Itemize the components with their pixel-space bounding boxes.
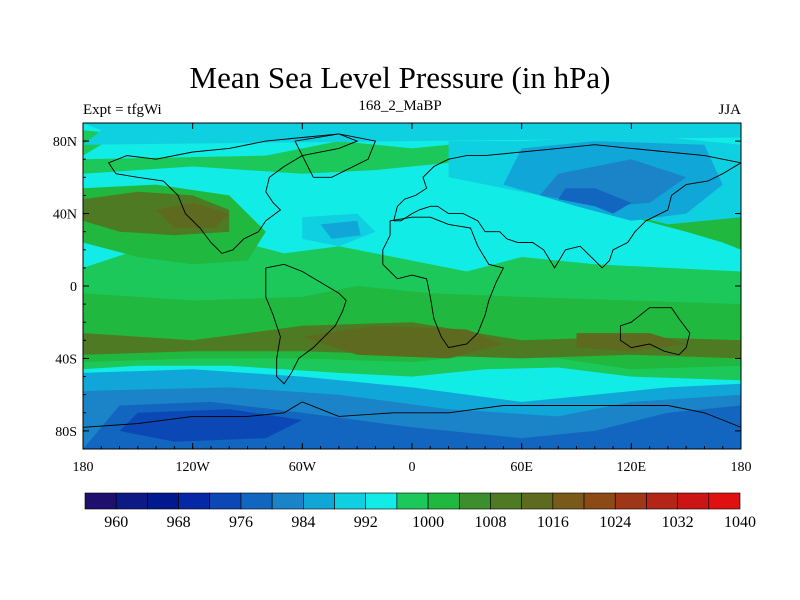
colorbar-box <box>115 492 148 510</box>
y-tick-label: 80S <box>55 425 77 440</box>
y-tick-label: 80N <box>53 135 77 150</box>
x-tick-label: 120E <box>617 460 647 475</box>
pressure-region-10 <box>576 333 687 352</box>
coastline-6 <box>83 401 303 428</box>
coastline-1 <box>265 263 347 385</box>
y-tick-label: 40N <box>53 208 77 223</box>
season-label: JJA <box>718 102 741 118</box>
coastline-layer <box>83 133 741 428</box>
pressure-region-8 <box>156 202 230 228</box>
colorbar-label: 984 <box>291 514 315 531</box>
colorbar-box <box>458 492 491 510</box>
x-tick-label: 0 <box>409 460 416 475</box>
pressure-region-16 <box>558 188 632 214</box>
colorbar-box <box>552 492 585 510</box>
colorbar-box <box>240 492 273 510</box>
colorbar-label: 960 <box>104 514 128 531</box>
y-tick-label: 0 <box>70 280 77 295</box>
colorbar-label: 1032 <box>662 514 694 531</box>
coastline-3 <box>393 144 741 269</box>
colorbar-label: 976 <box>229 514 253 531</box>
coastline-4 <box>619 307 691 356</box>
y-tick-label: 40S <box>55 352 77 367</box>
run-label: 168_2_MaBP <box>358 98 442 114</box>
colorbar-box <box>209 492 242 510</box>
colorbar-box <box>178 492 211 510</box>
colorbar-box <box>84 492 117 510</box>
pressure-region-14 <box>320 220 361 239</box>
colorbar-label: 1000 <box>412 514 444 531</box>
colorbar-label: 1040 <box>724 514 756 531</box>
colorbar-box <box>614 492 647 510</box>
x-tick-label: 180 <box>731 460 752 475</box>
x-tick-label: 180 <box>73 460 94 475</box>
colorbar-label: 1024 <box>599 514 631 531</box>
colorbar-box <box>147 492 179 510</box>
x-tick-label: 60E <box>510 460 533 475</box>
colorbar-box <box>396 492 429 510</box>
coastline-7 <box>294 133 377 178</box>
pressure-region-1 <box>83 141 486 174</box>
experiment-label: Expt = tfgWi <box>83 102 162 118</box>
pressure-region-20 <box>119 409 303 442</box>
tick-layer: 180 120W 60W 0 60E 120E 180 80N 40N 0 40S 80S <box>53 122 752 475</box>
coastline-5 <box>302 401 741 428</box>
colorbar-box <box>334 492 367 510</box>
pressure-region-9 <box>302 325 504 359</box>
colorbar-box <box>521 492 554 510</box>
coastline-0 <box>107 133 359 254</box>
coastline-2 <box>382 216 505 349</box>
colorbar-box <box>365 492 398 510</box>
colorbar-label: 992 <box>354 514 378 531</box>
colorbar-box <box>490 492 522 510</box>
colorbar-label: 968 <box>167 514 191 531</box>
colorbar-box <box>271 492 304 510</box>
pressure-region-22 <box>83 123 741 145</box>
colorbar-box <box>583 492 616 510</box>
colorbar-box <box>303 492 335 510</box>
colorbar-label: 1008 <box>474 514 506 531</box>
colorbar-label: 1016 <box>537 514 569 531</box>
x-tick-label: 60W <box>289 460 317 475</box>
colorbar-box <box>708 492 741 510</box>
colorbar-box <box>646 492 678 510</box>
pressure-fill-layer <box>83 123 741 449</box>
x-tick-label: 120W <box>176 460 211 475</box>
chart-title: Mean Sea Level Pressure (in hPa) <box>189 60 611 95</box>
colorbar: 960 968 976 984 992 1000 1008 1016 1024 1032 1040 <box>84 492 756 531</box>
colorbar-box <box>677 492 710 510</box>
colorbar-box <box>427 492 460 510</box>
